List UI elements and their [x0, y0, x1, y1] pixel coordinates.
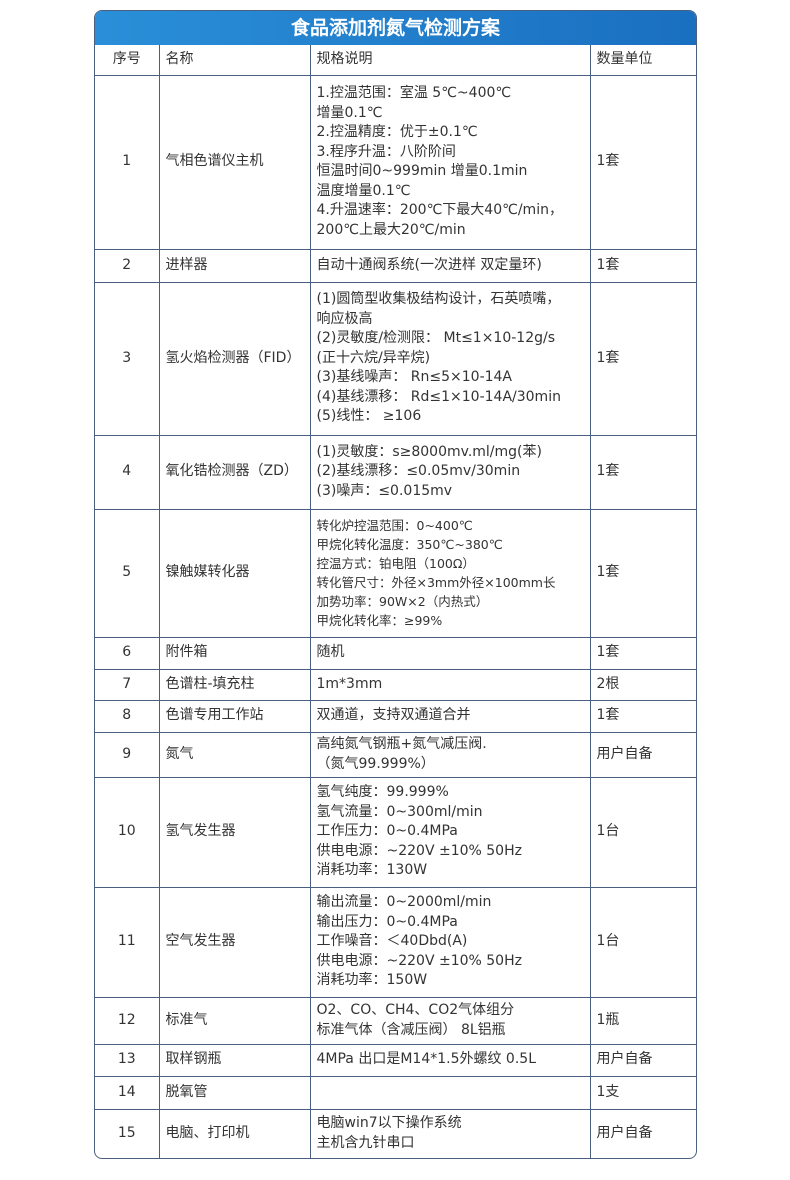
- table-row: 12 标准气 O2、CO、CH4、CO2气体组分 标准气体（含减压阀） 8L铝瓶 1瓶: [95, 996, 696, 1045]
- item-name: 电脑、打印机: [158, 1108, 311, 1158]
- header-row: 序号 名称 规格说明 数量单位: [95, 45, 696, 76]
- item-quantity: 1套: [589, 636, 696, 670]
- item-quantity: 1套: [589, 281, 696, 436]
- table-row: 7 色谱柱-填充柱 1m*3mm 2根: [95, 668, 696, 701]
- table-row: 6 附件箱 随机 1套: [95, 636, 696, 670]
- row-number: 4: [95, 434, 160, 510]
- item-name: 标准气: [158, 996, 311, 1045]
- row-number: 9: [95, 731, 160, 778]
- table-row: 4 氧化锆检测器（ZD） (1)灵敏度：s≥8000mv.ml/mg(苯) (2)基…: [95, 434, 696, 510]
- item-spec: 输出流量：0~2000ml/min 输出压力：0~0.4MPa 工作噪音：＜40…: [309, 886, 591, 998]
- table-row: 10 氢气发生器 氢气纯度：99.999% 氢气流量：0~300ml/min 工作压…: [95, 776, 696, 888]
- row-number: 11: [95, 886, 160, 998]
- item-spec: [309, 1075, 591, 1110]
- item-quantity: 1套: [589, 74, 696, 250]
- row-number: 15: [95, 1108, 160, 1158]
- table-row: 14 脱氧管 1支: [95, 1075, 696, 1110]
- item-name: 氧化锆检测器（ZD）: [158, 434, 311, 510]
- item-name: 取样钢瓶: [158, 1043, 311, 1077]
- item-name: 镍触媒转化器: [158, 508, 311, 638]
- item-name: 色谱专用工作站: [158, 699, 311, 733]
- item-name: 空气发生器: [158, 886, 311, 998]
- item-quantity: 1台: [589, 886, 696, 998]
- header-name: 名称: [158, 45, 311, 76]
- row-number: 5: [95, 508, 160, 638]
- row-number: 2: [95, 248, 160, 283]
- row-number: 7: [95, 668, 160, 701]
- item-quantity: 1套: [589, 508, 696, 638]
- header-spec: 规格说明: [309, 45, 591, 76]
- spec-table: 序号 名称 规格说明 数量单位 1 气相色谱仪主机 1.控温范围：室温 5℃~400…: [95, 45, 696, 1158]
- item-spec: (1)圆筒型收集极结构设计，石英喷嘴， 响应极高 (2)灵敏度/检测限： Mt≤…: [309, 281, 591, 436]
- table-title: 食品添加剂氮气检测方案: [95, 11, 696, 45]
- row-number: 8: [95, 699, 160, 733]
- item-quantity: 2根: [589, 668, 696, 701]
- item-name: 气相色谱仪主机: [158, 74, 311, 250]
- item-name: 色谱柱-填充柱: [158, 668, 311, 701]
- item-quantity: 用户自备: [589, 1108, 696, 1158]
- item-name: 附件箱: [158, 636, 311, 670]
- row-number: 1: [95, 74, 160, 250]
- row-number: 10: [95, 776, 160, 888]
- item-spec: 自动十通阀系统(一次进样 双定量环): [309, 248, 591, 283]
- row-number: 13: [95, 1043, 160, 1077]
- item-name: 脱氧管: [158, 1075, 311, 1110]
- item-spec: 4MPa 出口是M14*1.5外螺纹 0.5L: [309, 1043, 591, 1077]
- table-row: 2 进样器 自动十通阀系统(一次进样 双定量环) 1套: [95, 248, 696, 283]
- item-spec: (1)灵敏度：s≥8000mv.ml/mg(苯) (2)基线漂移：≤0.05mv…: [309, 434, 591, 510]
- table-row: 3 氢火焰检测器（FID） (1)圆筒型收集极结构设计，石英喷嘴， 响应极高 (2)…: [95, 281, 696, 436]
- table-row: 5 镍触媒转化器 转化炉控温范围：0~400℃ 甲烷化转化温度：350℃~380℃ …: [95, 508, 696, 638]
- header-qty: 数量单位: [589, 45, 696, 76]
- item-spec: 高纯氮气钢瓶+氮气减压阀. （氮气99.999%）: [309, 731, 591, 778]
- table-row: 13 取样钢瓶 4MPa 出口是M14*1.5外螺纹 0.5L 用户自备: [95, 1043, 696, 1077]
- item-quantity: 用户自备: [589, 1043, 696, 1077]
- spec-table-card: 食品添加剂氮气检测方案 序号 名称 规格说明 数量单位 1 气相色谱仪主机 1.控温…: [94, 10, 697, 1159]
- item-name: 氢火焰检测器（FID）: [158, 281, 311, 436]
- item-spec: 电脑win7以下操作系统 主机含九针串口: [309, 1108, 591, 1158]
- item-spec: 1m*3mm: [309, 668, 591, 701]
- item-spec: 转化炉控温范围：0~400℃ 甲烷化转化温度：350℃~380℃ 控温方式：铂电…: [309, 508, 591, 638]
- table-row: 11 空气发生器 输出流量：0~2000ml/min 输出压力：0~0.4MPa 工…: [95, 886, 696, 998]
- item-spec: 1.控温范围：室温 5℃~400℃ 增量0.1℃ 2.控温精度：优于±0.1℃ …: [309, 74, 591, 250]
- item-quantity: 1瓶: [589, 996, 696, 1045]
- item-quantity: 1套: [589, 248, 696, 283]
- table-row: 1 气相色谱仪主机 1.控温范围：室温 5℃~400℃ 增量0.1℃ 2.控温精度：…: [95, 74, 696, 250]
- header-no: 序号: [95, 45, 160, 76]
- table-row: 9 氮气 高纯氮气钢瓶+氮气减压阀. （氮气99.999%） 用户自备: [95, 731, 696, 778]
- item-quantity: 1套: [589, 699, 696, 733]
- item-quantity: 1台: [589, 776, 696, 888]
- row-number: 12: [95, 996, 160, 1045]
- item-name: 氮气: [158, 731, 311, 778]
- item-spec: 随机: [309, 636, 591, 670]
- table-row: 8 色谱专用工作站 双通道，支持双通道合并 1套: [95, 699, 696, 733]
- item-quantity: 1支: [589, 1075, 696, 1110]
- item-name: 氢气发生器: [158, 776, 311, 888]
- item-spec: 双通道，支持双通道合并: [309, 699, 591, 733]
- item-quantity: 1套: [589, 434, 696, 510]
- item-spec: O2、CO、CH4、CO2气体组分 标准气体（含减压阀） 8L铝瓶: [309, 996, 591, 1045]
- row-number: 6: [95, 636, 160, 670]
- table-row: 15 电脑、打印机 电脑win7以下操作系统 主机含九针串口 用户自备: [95, 1108, 696, 1158]
- item-spec: 氢气纯度：99.999% 氢气流量：0~300ml/min 工作压力：0~0.4…: [309, 776, 591, 888]
- row-number: 3: [95, 281, 160, 436]
- item-name: 进样器: [158, 248, 311, 283]
- row-number: 14: [95, 1075, 160, 1110]
- item-quantity: 用户自备: [589, 731, 696, 778]
